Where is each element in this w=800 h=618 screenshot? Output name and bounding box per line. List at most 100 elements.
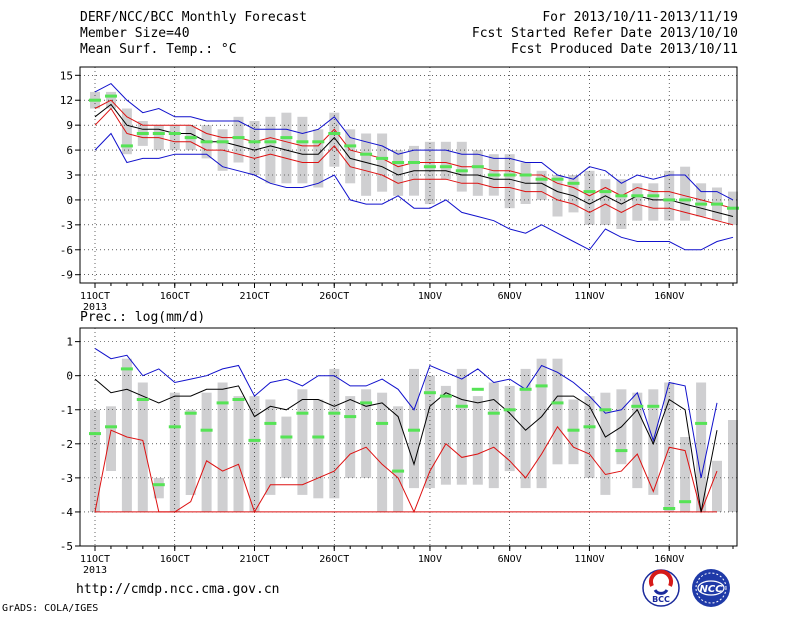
median-mark-19 [376, 156, 389, 160]
spread-box-22 [424, 141, 435, 205]
y-tick-label: -6 [60, 244, 73, 257]
spread-box-10 [233, 116, 244, 163]
spread-box-35 [632, 392, 643, 489]
median-mark-14 [296, 140, 309, 144]
median-mark-18 [360, 152, 373, 156]
spread-box-24 [456, 368, 467, 485]
median-mark-23 [439, 165, 452, 169]
panel-temperature: -9 -6 -3 0 3 6 9 12 15 11OCT 16OCT 21OCT 26OCT 1NOV 6N… [60, 66, 739, 313]
ensemble-mean-line [94, 103, 734, 217]
median-mark-22 [423, 391, 436, 395]
grads-credit: GrADS: COLA/IGES [2, 603, 99, 614]
spread-box-26 [488, 382, 499, 489]
spread-box-7 [185, 409, 196, 495]
spread-box-14 [297, 116, 308, 184]
y-tick-label: -3 [60, 472, 73, 485]
forecast-period: For 2013/10/11-2013/11/19 [542, 10, 738, 25]
median-mark-25 [471, 165, 484, 169]
y-tick-label: 0 [66, 370, 73, 383]
panel-precipitation: -5 -4 -3 -2 -1 0 1 11OCT 16OCT 21OCT 26OCT 1NOV 6NOV… [60, 327, 738, 576]
spread-box-25 [472, 150, 483, 196]
x-tick-label: 26OCT [319, 291, 349, 302]
y-tick-label: 3 [66, 169, 73, 182]
y-tick-label: 9 [66, 119, 73, 132]
x-tick-label: 11NOV [574, 554, 604, 565]
spread-box-30 [552, 358, 563, 465]
median-mark-3 [120, 144, 133, 148]
spread-box-19 [377, 133, 388, 192]
x-tick-label: 26OCT [319, 554, 349, 565]
x-tick-label: 1NOV [418, 291, 442, 302]
spread-box-23 [440, 385, 451, 485]
median-mark-15 [312, 435, 325, 439]
median-mark-17 [344, 415, 357, 419]
median-mark-20 [392, 469, 405, 473]
median-mark-7 [184, 136, 197, 140]
y-tick-label: -5 [60, 540, 73, 553]
median-mark-12 [264, 140, 277, 144]
year-label: 2013 [83, 302, 107, 313]
median-mark-11 [248, 438, 261, 442]
spread-box-39 [696, 382, 707, 512]
spread-box-33 [600, 179, 611, 225]
x-tick-label: 16OCT [160, 554, 190, 565]
median-mark-27 [503, 408, 516, 412]
median-mark-33 [599, 408, 612, 412]
median-mark-36 [647, 194, 660, 198]
median-mark-33 [599, 190, 612, 194]
median-mark-1 [89, 432, 101, 436]
outer-upper-line [94, 82, 734, 201]
x-tick-label: 21OCT [239, 291, 269, 302]
x-tick-label: 16OCT [160, 291, 190, 302]
ensemble-mean-line [94, 378, 718, 512]
x-tick-label: 16NOV [654, 291, 684, 302]
median-mark-13 [280, 136, 293, 140]
plot-frame [79, 327, 738, 547]
spread-box-36 [648, 183, 659, 221]
spread-box-3 [121, 358, 132, 512]
spread-box-25 [472, 396, 483, 485]
spread-box-30 [552, 175, 563, 217]
median-mark-26 [487, 173, 500, 177]
median-mark-41 [727, 206, 739, 210]
median-mark-39 [695, 202, 708, 206]
median-mark-9 [216, 140, 229, 144]
median-mark-24 [455, 169, 468, 173]
median-mark-28 [519, 173, 532, 177]
median-mark-6 [168, 132, 181, 135]
median-mark-39 [695, 421, 708, 425]
median-mark-25 [471, 387, 484, 391]
median-mark-37 [663, 198, 676, 202]
y-tick-label: -2 [60, 438, 73, 451]
spread-box-22 [424, 375, 435, 489]
x-tick-label: 6NOV [498, 554, 522, 565]
spread-box-11 [249, 396, 260, 512]
spread-box-27 [504, 154, 515, 209]
spread-box-33 [600, 392, 611, 495]
spread-box-35 [632, 183, 643, 221]
spread-box-38 [680, 166, 691, 221]
header-left: DERF/NCC/BCC Monthly Forecast Member Siz… [80, 10, 307, 58]
year-label: 2013 [83, 565, 107, 576]
median-mark-40 [711, 202, 723, 206]
median-mark-22 [423, 165, 436, 169]
spread-box-16 [329, 368, 340, 499]
y-tick-label: -3 [60, 219, 73, 232]
median-mark-21 [408, 428, 420, 432]
spread-box-29 [536, 358, 547, 489]
chart-title: DERF/NCC/BCC Monthly Forecast [80, 10, 307, 25]
spread-box-28 [520, 368, 531, 489]
spread-box-6 [169, 125, 180, 151]
spread-box-20 [393, 150, 404, 196]
source-url[interactable]: http://cmdp.ncc.cma.gov.cn [76, 582, 280, 597]
spread-box-5 [153, 477, 164, 499]
forecast-started-date: Fcst Started Refer Date 2013/10/10 [471, 26, 738, 41]
y-tick-label: -1 [60, 404, 73, 417]
spread-box-31 [568, 399, 579, 465]
spread-box-13 [281, 112, 292, 184]
x-tick-label: 11OCT [80, 554, 110, 565]
median-mark-23 [439, 394, 452, 398]
spread-box-14 [297, 389, 308, 495]
spread-box-4 [137, 382, 148, 512]
